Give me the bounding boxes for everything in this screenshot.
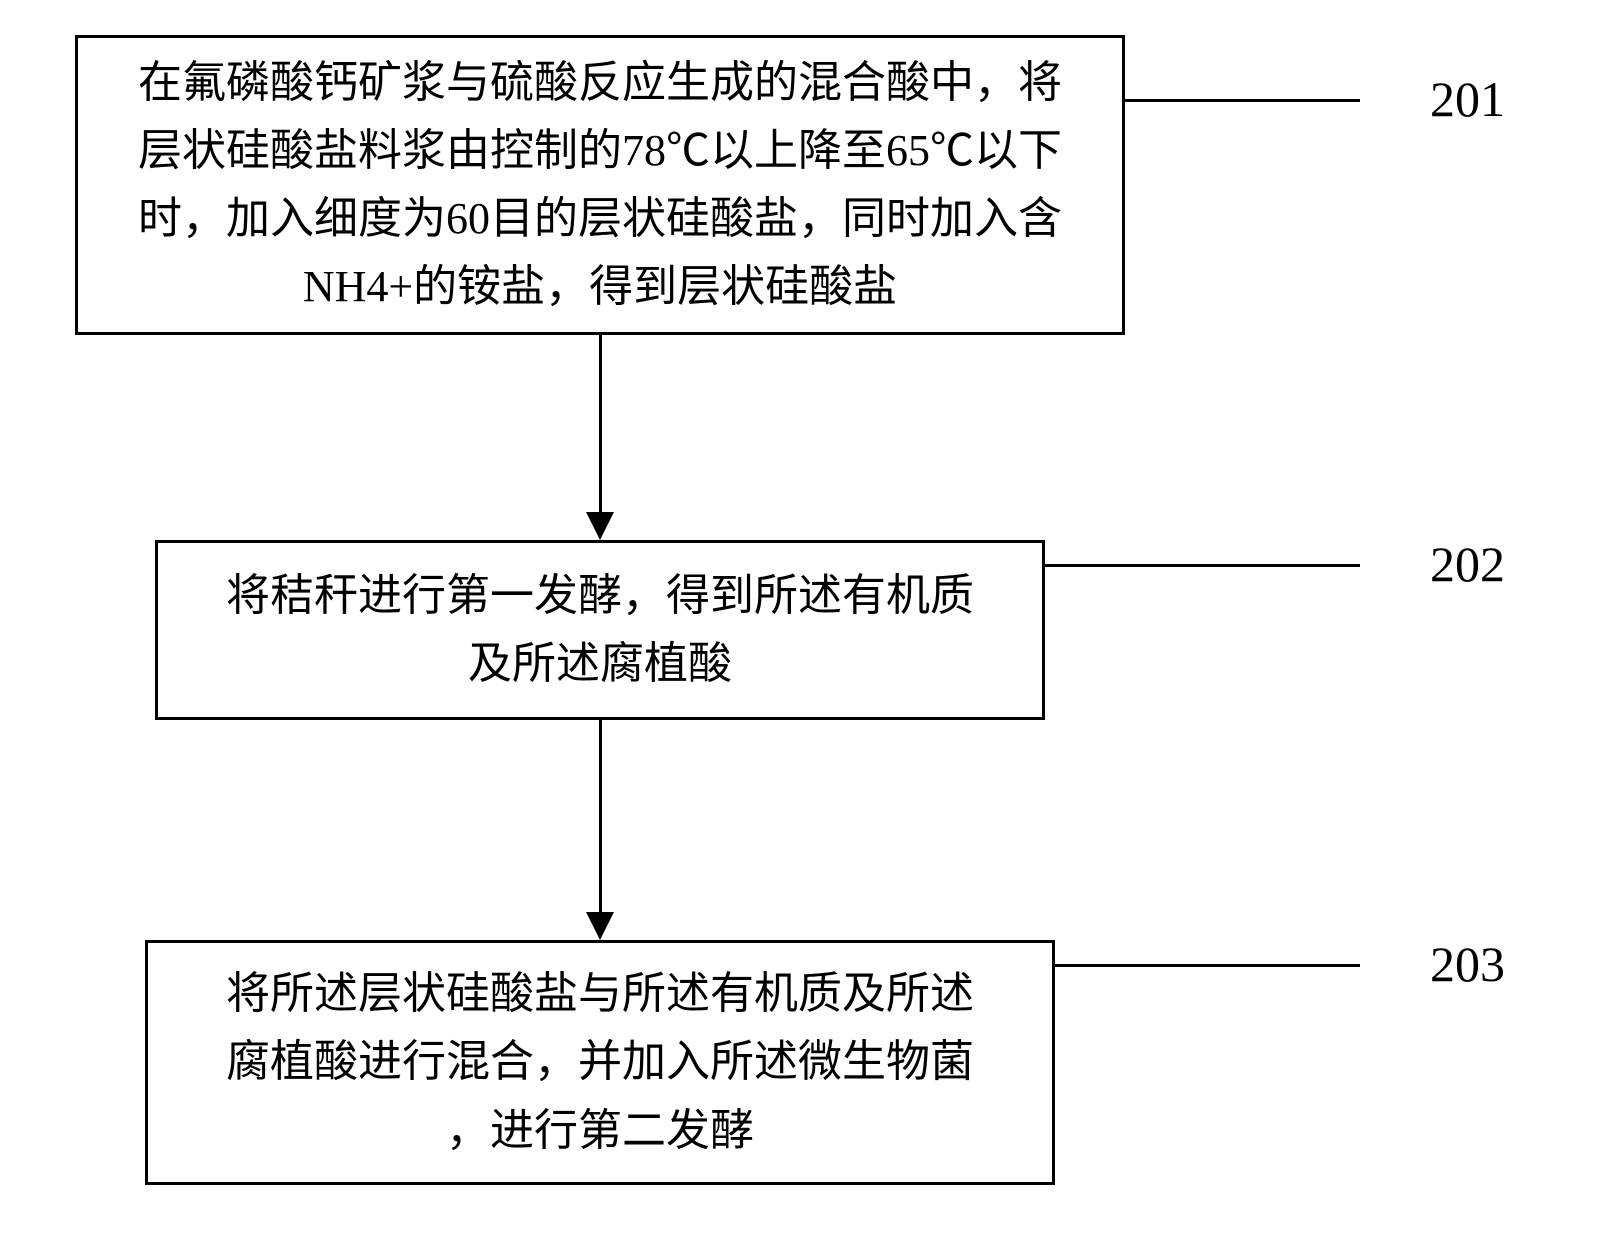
node-202-text: 将秸秆进行第一发酵，得到所述有机质 及所述腐植酸	[226, 562, 974, 698]
label-202-text: 202	[1430, 536, 1505, 592]
flowchart-node-203: 将所述层状硅酸盐与所述有机质及所述 腐植酸进行混合，并加入所述微生物菌 ，进行第…	[145, 940, 1055, 1185]
arrow-2-line	[599, 720, 602, 912]
callout-202-h	[1045, 564, 1360, 567]
arrow-2-head	[586, 912, 614, 940]
label-201: 201	[1430, 70, 1505, 128]
callout-203-h	[1055, 964, 1360, 967]
arrow-1-line	[599, 335, 602, 512]
label-203-text: 203	[1430, 936, 1505, 992]
flowchart-node-202: 将秸秆进行第一发酵，得到所述有机质 及所述腐植酸	[155, 540, 1045, 720]
flowchart-node-201: 在氟磷酸钙矿浆与硫酸反应生成的混合酸中，将 层状硅酸盐料浆由控制的78℃以上降至…	[75, 35, 1125, 335]
label-201-text: 201	[1430, 71, 1505, 127]
node-203-text: 将所述层状硅酸盐与所述有机质及所述 腐植酸进行混合，并加入所述微生物菌 ，进行第…	[226, 960, 974, 1165]
node-201-text: 在氟磷酸钙矿浆与硫酸反应生成的混合酸中，将 层状硅酸盐料浆由控制的78℃以上降至…	[138, 49, 1062, 322]
label-203: 203	[1430, 935, 1505, 993]
label-202: 202	[1430, 535, 1505, 593]
arrow-1-head	[586, 512, 614, 540]
callout-201-h	[1125, 99, 1360, 102]
flowchart-canvas: 在氟磷酸钙矿浆与硫酸反应生成的混合酸中，将 层状硅酸盐料浆由控制的78℃以上降至…	[0, 0, 1610, 1251]
